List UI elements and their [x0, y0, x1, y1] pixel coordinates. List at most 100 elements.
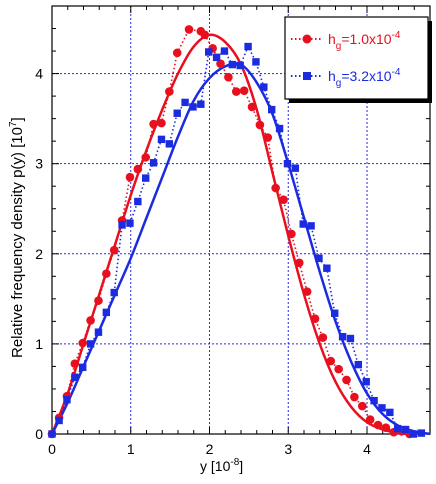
- data-point-series-1: [102, 269, 111, 278]
- data-point-series-2: [315, 254, 323, 262]
- data-point-series-1: [302, 287, 312, 296]
- data-point-series-1: [133, 164, 143, 174]
- data-point-series-1: [365, 415, 375, 424]
- data-point-series-1: [109, 245, 119, 255]
- data-point-series-1: [279, 195, 288, 205]
- data-point-series-1: [294, 258, 304, 268]
- x-tick-label: 4: [363, 441, 371, 457]
- data-point-series-2: [323, 264, 331, 272]
- data-point-series-1: [239, 86, 249, 95]
- data-point-series-2: [331, 309, 339, 317]
- x-tick-label: 3: [284, 441, 292, 457]
- data-point-series-2: [401, 425, 410, 434]
- data-point-series-2: [346, 334, 355, 343]
- data-point-series-1: [350, 392, 359, 402]
- data-point-series-1: [357, 401, 367, 411]
- legend-label-series-1: hg=1.0x10-4: [328, 30, 401, 52]
- data-point-series-2: [71, 373, 79, 381]
- y-tick-label: 0: [35, 426, 43, 442]
- y-tick-label: 1: [35, 336, 43, 352]
- x-axis-label-close: ]: [239, 458, 243, 474]
- data-point-series-2: [417, 429, 426, 437]
- y-tick-label: 4: [35, 66, 43, 82]
- data-point-series-1: [231, 87, 241, 96]
- data-point-series-1: [287, 229, 296, 239]
- data-point-series-1: [200, 30, 210, 40]
- data-point-series-1: [184, 25, 194, 34]
- legend-label-base: h: [328, 68, 336, 84]
- data-point-series-2: [409, 430, 418, 438]
- data-point-series-1: [157, 118, 166, 128]
- data-point-series-2: [197, 100, 205, 108]
- x-axis-label-exponent: -8: [230, 457, 239, 468]
- data-point-series-2: [236, 61, 244, 70]
- data-point-series-1: [263, 133, 273, 142]
- y-axis-label-exponent: 7: [8, 121, 19, 127]
- data-point-series-1: [70, 359, 80, 369]
- legend-label-base: h: [328, 31, 336, 47]
- legend-label-value: =1.0x10: [341, 31, 391, 47]
- data-point-series-2: [126, 219, 134, 227]
- data-point-series-2: [48, 430, 56, 438]
- fit-curve-series-2: [50, 62, 431, 436]
- data-point-series-1: [334, 364, 343, 374]
- data-point-series-1: [271, 183, 280, 193]
- data-markers: [47, 25, 426, 439]
- data-point-series-1: [310, 314, 320, 323]
- data-point-series-2: [165, 140, 174, 148]
- legend-label-subscript: g: [336, 41, 342, 52]
- data-point-series-2: [228, 60, 237, 69]
- x-axis-label-text: y [10: [200, 458, 231, 474]
- legend-marker-series-2: [303, 72, 311, 80]
- y-axis-label-close: ]: [9, 117, 26, 121]
- legend: hg=1.0x10-4hg=3.2x10-4: [284, 16, 432, 103]
- data-point-series-2: [338, 332, 347, 341]
- dotted-line-series-1: [51, 28, 410, 435]
- data-point-series-2: [370, 396, 378, 405]
- data-point-series-2: [386, 408, 394, 417]
- data-point-series-1: [247, 102, 257, 112]
- legend-box: [284, 16, 429, 100]
- data-point-series-1: [373, 420, 383, 430]
- data-point-series-1: [216, 59, 225, 68]
- y-tick-label: 3: [35, 156, 43, 172]
- data-point-series-2: [252, 58, 260, 66]
- data-point-series-1: [141, 153, 151, 162]
- data-point-series-2: [299, 220, 307, 228]
- legend-label-exponent: -4: [392, 67, 401, 78]
- data-point-series-2: [212, 53, 221, 62]
- data-point-series-1: [381, 423, 391, 432]
- data-point-series-1: [326, 356, 336, 366]
- legend-label-series-2: hg=3.2x10-4: [328, 67, 401, 89]
- legend-label-value: =3.2x10: [341, 68, 391, 84]
- data-point-series-2: [220, 47, 229, 55]
- data-point-series-2: [260, 83, 268, 91]
- data-point-series-1: [125, 172, 135, 182]
- y-axis-label: Relative frequency density p(y) [107]: [8, 117, 26, 358]
- data-point-series-2: [205, 48, 213, 56]
- data-point-series-1: [86, 316, 95, 325]
- data-point-series-2: [86, 340, 95, 348]
- data-point-series-1: [342, 375, 351, 385]
- data-point-series-2: [134, 197, 142, 206]
- data-point-series-2: [181, 98, 189, 107]
- data-point-series-2: [118, 221, 126, 229]
- data-point-series-1: [318, 333, 328, 342]
- x-axis-label: y [10-8]: [200, 457, 243, 474]
- data-point-series-2: [291, 164, 300, 172]
- data-point-series-1: [78, 338, 88, 348]
- data-point-series-2: [394, 424, 402, 433]
- data-point-series-2: [149, 159, 158, 167]
- data-point-series-2: [362, 378, 370, 386]
- data-point-series-1: [224, 72, 233, 82]
- axes-layer: [51, 5, 431, 435]
- data-point-series-2: [275, 124, 284, 133]
- y-axis-label-text: Relative frequency density p(y) [10: [9, 127, 26, 358]
- legend-label-subscript: g: [336, 78, 342, 89]
- data-point-series-2: [189, 103, 197, 111]
- x-tick-label: 0: [48, 441, 56, 457]
- data-point-series-2: [63, 396, 71, 404]
